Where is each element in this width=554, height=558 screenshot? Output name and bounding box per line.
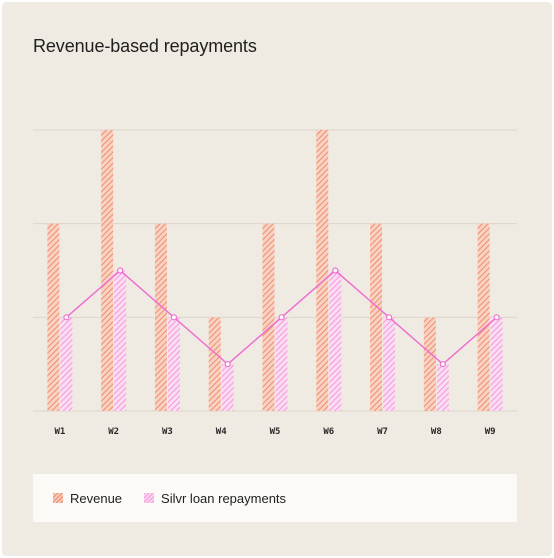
bar-revenue [262,223,275,411]
bar-repayments [275,317,288,411]
x-tick-label: W6 [323,427,334,437]
bar-repayments [60,317,73,411]
x-tick-label: W8 [431,427,442,437]
x-tick-label: W5 [270,427,281,437]
legend-label-repayments: Silvr loan repayments [161,490,287,506]
bar-revenue [47,223,60,411]
bar-revenue [316,130,329,411]
bar-repayments [436,364,449,411]
point-repayments [332,267,339,274]
legend-swatch-revenue [53,493,63,503]
bar-revenue [154,223,167,411]
point-repayments [385,314,393,321]
bar-revenue [423,317,436,411]
legend-item-repayments: Silvr loan repayments [144,491,286,506]
point-repayments [117,267,124,274]
x-tick-label: W9 [485,427,496,437]
chart-title: Revenue-based repayments [33,36,257,56]
bar-revenue [208,317,221,411]
bar-revenue [477,223,490,411]
bar-repayments [490,317,503,411]
bar-revenue [101,130,114,411]
x-tick-label: W4 [216,427,227,437]
point-repayments [224,361,231,368]
bar-repayments [114,270,127,411]
point-repayments [170,314,178,321]
legend-swatch-repayments [144,493,155,503]
point-repayments [439,361,446,368]
x-tick-label: W3 [162,427,173,437]
legend-item-revenue: Revenue [53,491,122,506]
bar-repayments [383,317,396,411]
bar-repayments [329,270,342,411]
bar-repayments [167,317,180,411]
legend-label-revenue: Revenue [70,490,123,506]
x-tick-label: W7 [377,427,388,437]
point-repayments [278,314,285,321]
bar-revenue [370,223,383,411]
point-repayments [493,314,500,321]
bar-repayments [221,364,234,411]
x-tick-label: W2 [108,427,119,437]
point-repayments [63,314,70,321]
x-tick-label: W1 [54,427,65,437]
chart-legend: Revenue Silvr loan repayments [33,474,517,522]
